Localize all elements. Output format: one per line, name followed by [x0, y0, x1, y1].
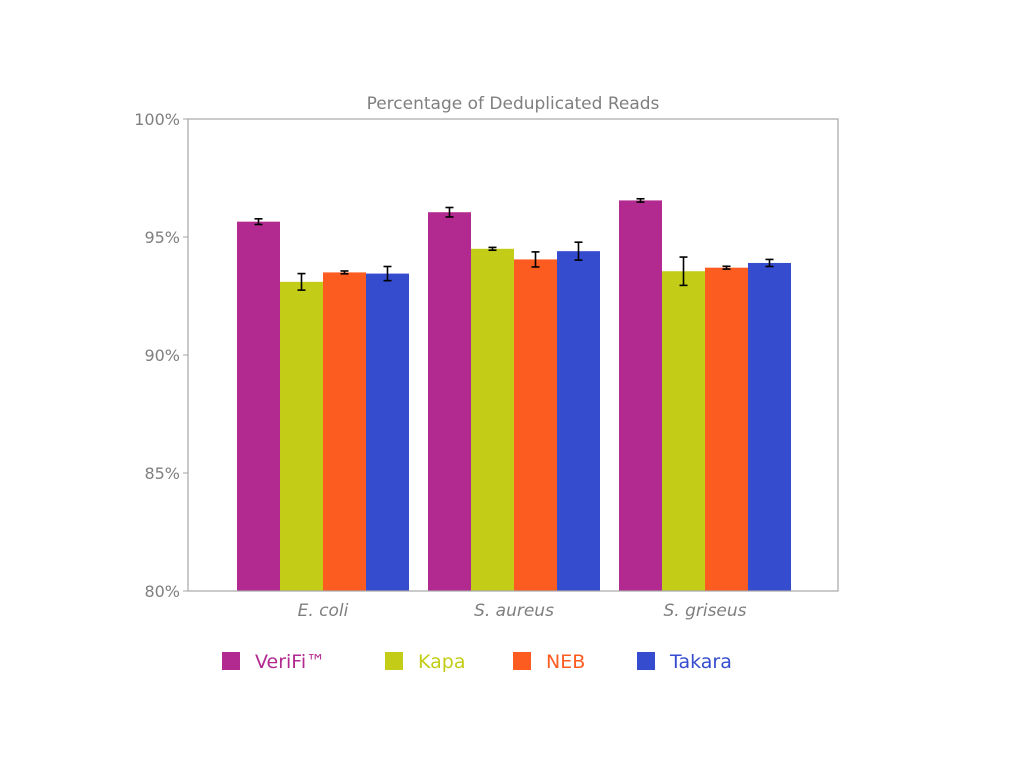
bar: [237, 221, 280, 591]
bar: [323, 272, 366, 591]
error-bar: [488, 246, 497, 252]
error-bar: [765, 258, 774, 268]
error-bar: [636, 197, 645, 203]
y-tick-label: 80%: [144, 582, 180, 601]
y-tick-label: 100%: [134, 110, 180, 129]
x-category-label: S. griseus: [663, 601, 746, 621]
error-bar: [722, 265, 731, 270]
bar: [619, 200, 662, 592]
error-bar: [574, 241, 583, 261]
legend-label: Takara: [669, 651, 732, 673]
bar: [514, 259, 557, 591]
legend: VeriFi™ Kapa NEB Takara: [222, 651, 732, 673]
bar: [280, 281, 323, 591]
legend-swatch: [513, 652, 531, 670]
y-tick-label: 90%: [144, 346, 180, 365]
error-bar: [297, 272, 306, 291]
error-bar: [383, 265, 392, 282]
y-axis: 80% 85% 90% 95% 100%: [134, 110, 188, 601]
y-tick-label: 95%: [144, 228, 180, 247]
bar: [748, 262, 791, 591]
legend-label: VeriFi™: [255, 651, 325, 673]
legend-label: NEB: [546, 651, 585, 673]
error-bar: [340, 270, 349, 275]
error-bar: [445, 206, 454, 218]
legend-swatch: [385, 652, 403, 670]
legend-swatch: [637, 652, 655, 670]
legend-item: Takara: [637, 651, 732, 673]
x-category-label: E. coli: [298, 601, 349, 621]
error-bar: [531, 251, 540, 268]
bar: [428, 212, 471, 591]
error-bars-layer: [254, 197, 774, 291]
bar: [705, 267, 748, 591]
legend-item: NEB: [513, 651, 585, 673]
bar: [662, 271, 705, 591]
legend-swatch: [222, 652, 240, 670]
legend-item: VeriFi™: [222, 651, 325, 673]
bar: [471, 248, 514, 592]
x-axis: E. coli S. aureus S. griseus: [298, 601, 747, 621]
legend-label: Kapa: [418, 651, 465, 673]
x-category-label: S. aureus: [474, 601, 554, 621]
legend-item: Kapa: [385, 651, 465, 673]
bars-layer: [237, 200, 791, 592]
error-bar: [254, 218, 263, 226]
chart-title: Percentage of Deduplicated Reads: [367, 94, 660, 114]
bar: [366, 273, 409, 591]
error-bar: [679, 256, 688, 287]
bar: [557, 251, 600, 591]
y-tick-label: 85%: [144, 464, 180, 483]
